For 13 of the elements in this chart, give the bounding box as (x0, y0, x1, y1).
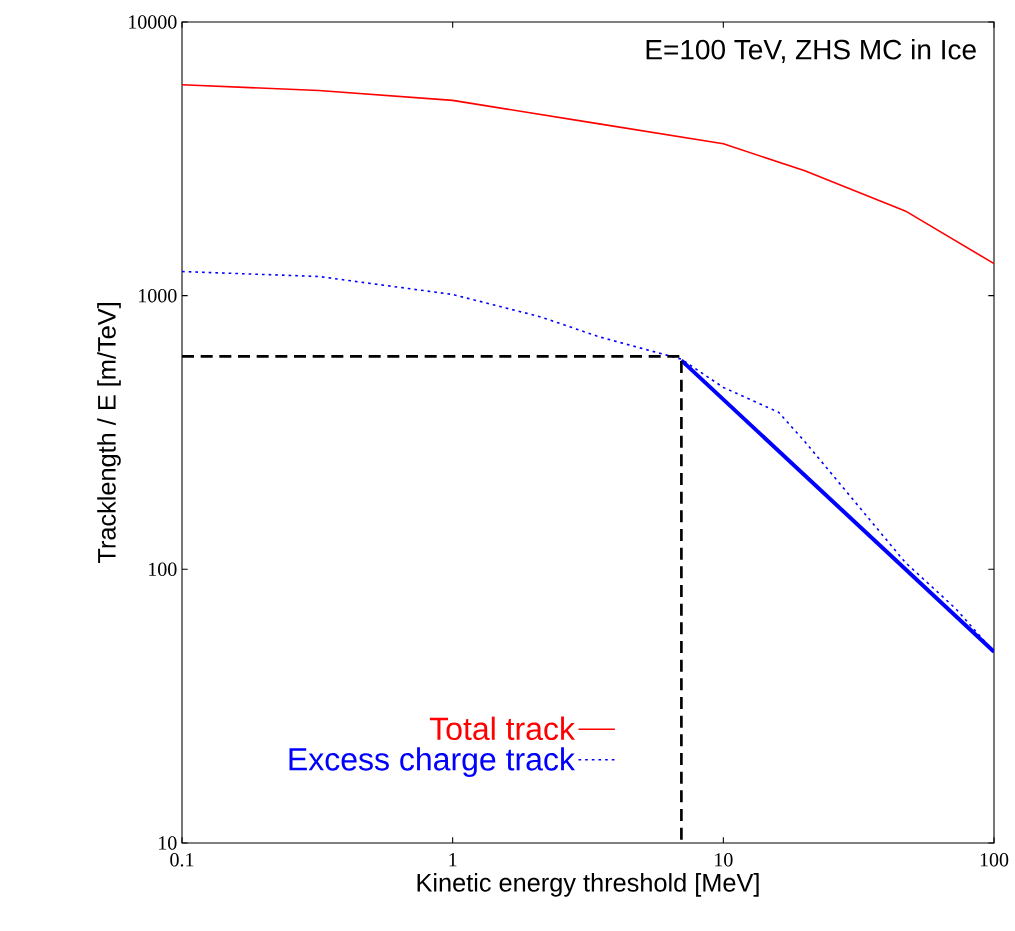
x-tick-label: 0.1 (170, 853, 194, 867)
y-tick-label: 1000 (139, 288, 177, 303)
x-axis-title: Kinetic energy threshold [MeV] (417, 873, 759, 897)
legend-label: Excess charge track (289, 747, 575, 777)
x-tick-label: 1 (449, 853, 457, 867)
y-axis-title: Tracklength / E [m/TeV] (97, 303, 121, 564)
annotation: E=100 TeV, ZHS MC in Ice (646, 39, 976, 63)
legend-label: Total track (429, 716, 575, 741)
y-tick-label: 10000 (129, 15, 177, 29)
x-tick-label: 100 (980, 853, 1009, 867)
y-tick-label: 10 (159, 836, 177, 850)
x-tick-label: 10 (715, 853, 733, 867)
y-tick-label: 100 (149, 562, 177, 577)
